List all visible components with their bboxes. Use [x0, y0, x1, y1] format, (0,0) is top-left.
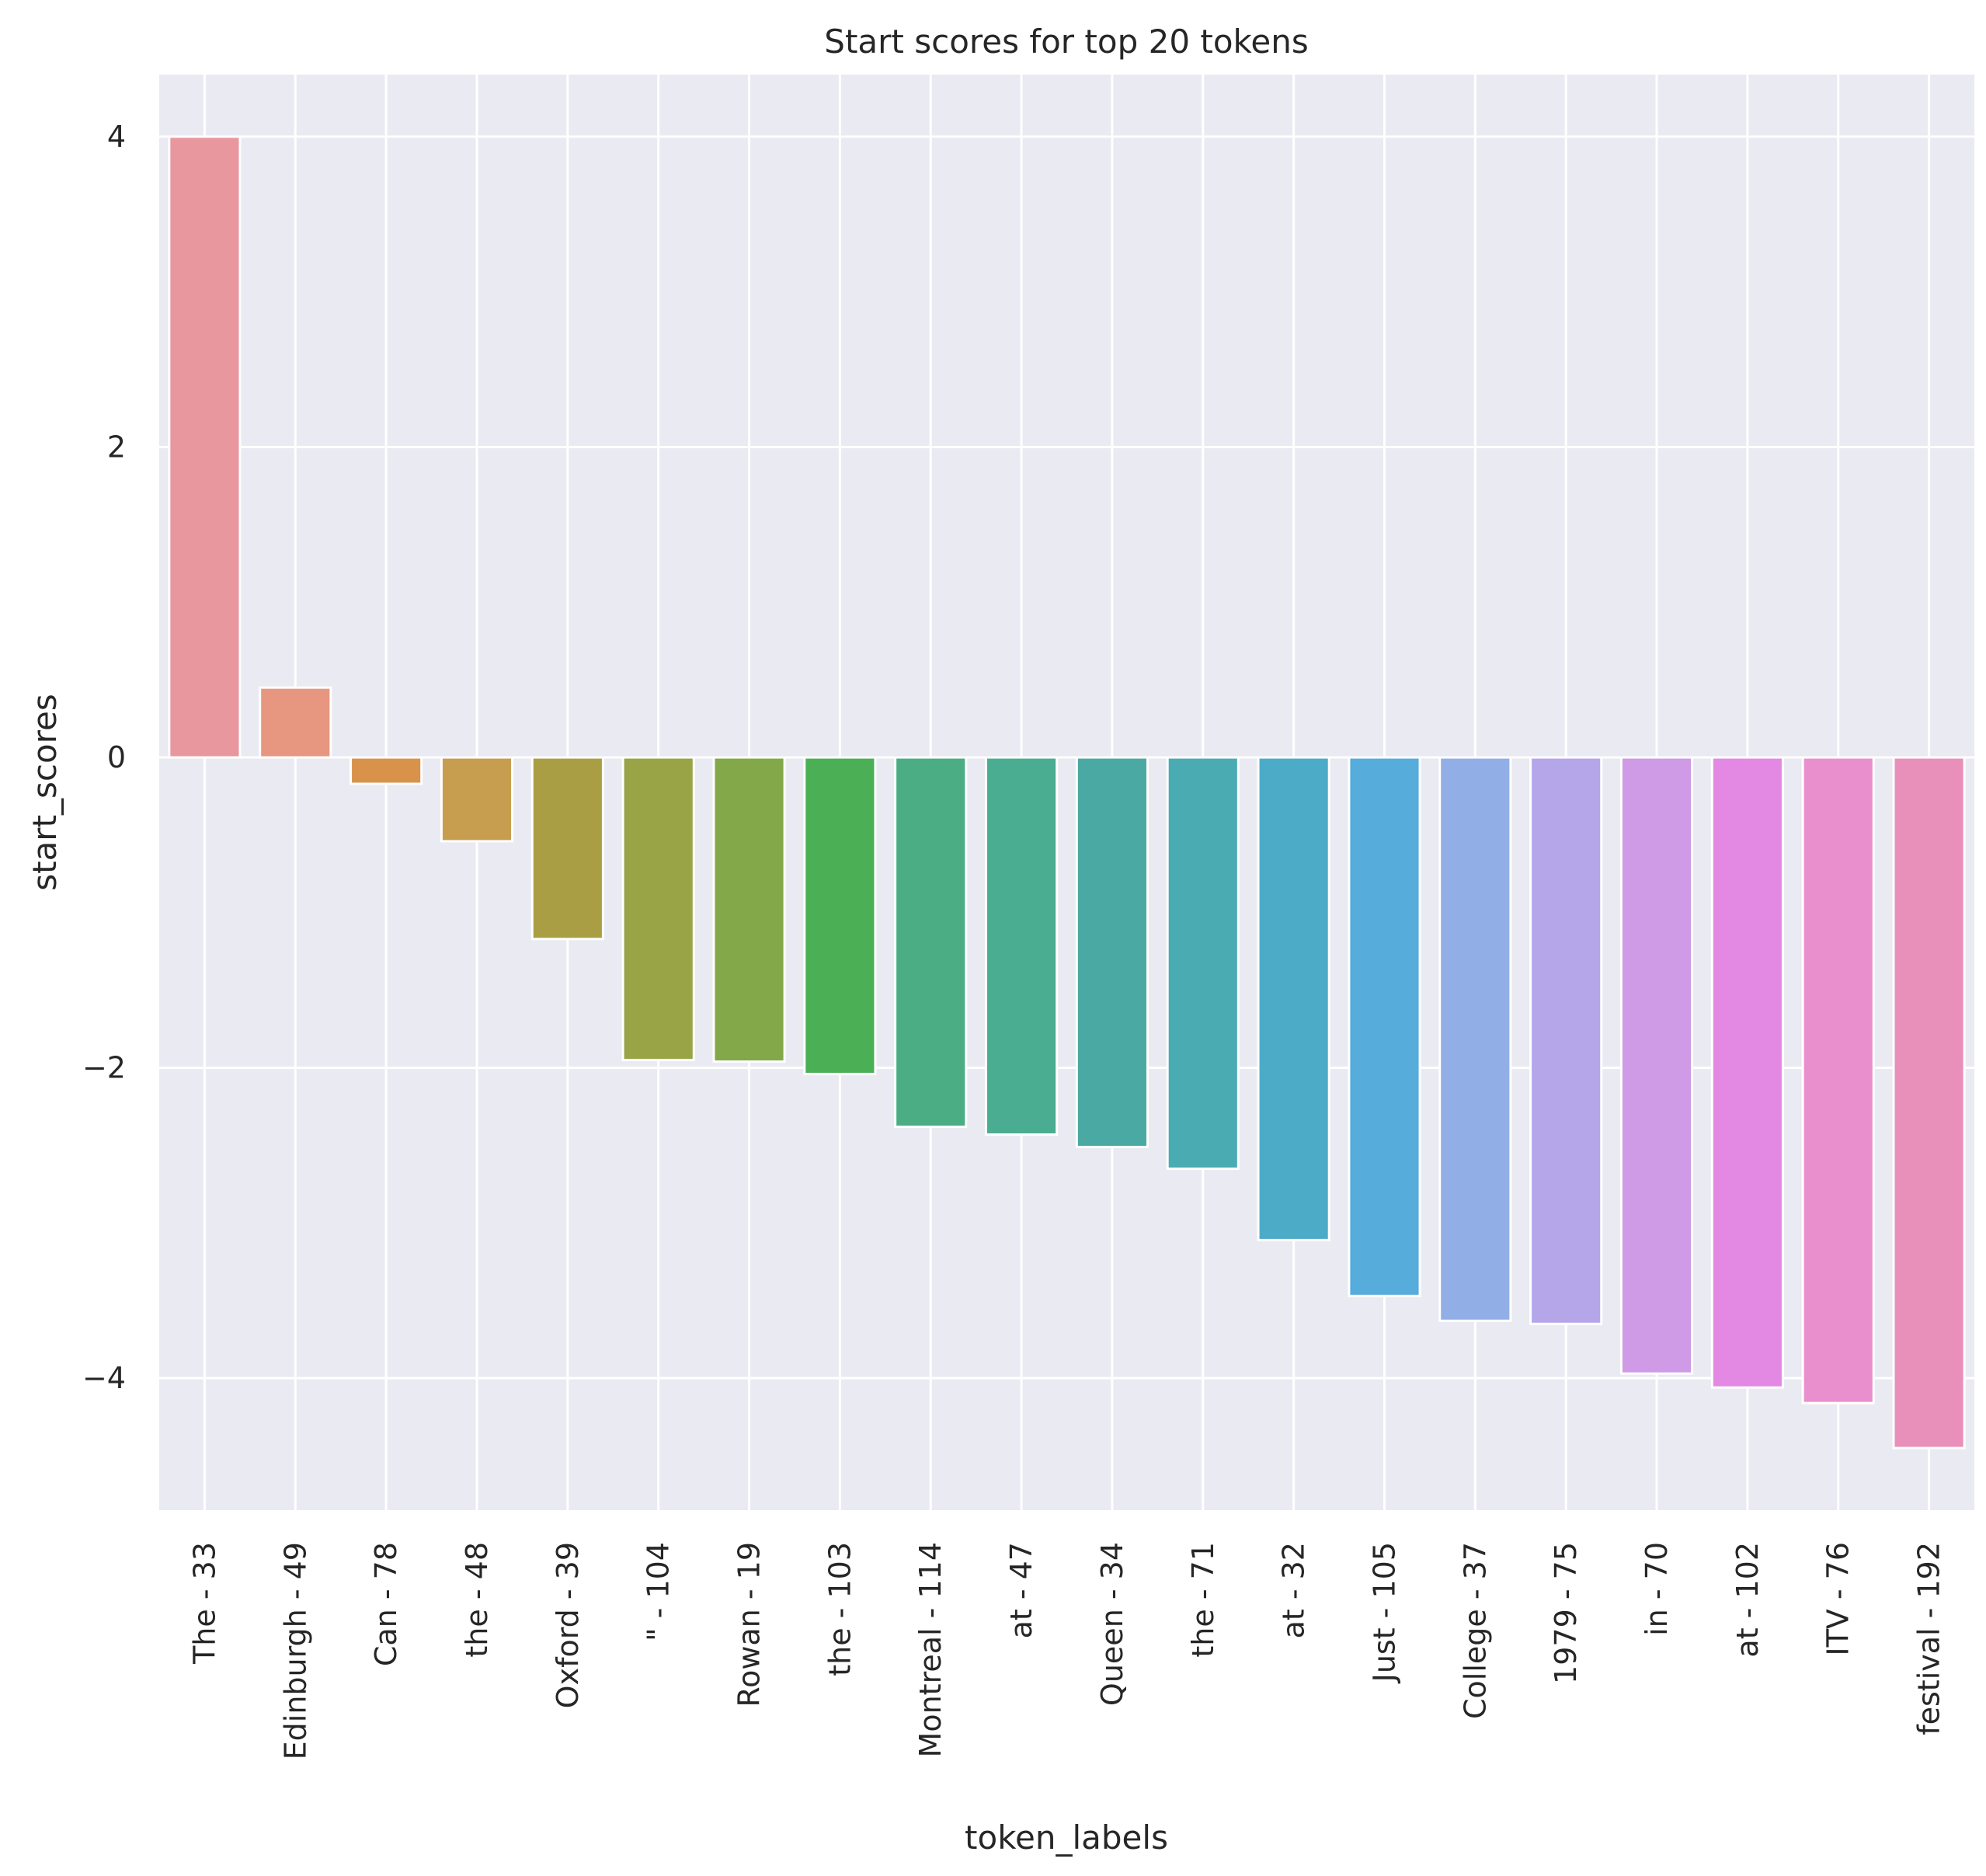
bar — [440, 756, 514, 843]
bar — [1619, 756, 1694, 1375]
bar — [803, 756, 877, 1076]
bars — [168, 135, 1966, 1450]
x-tick-label: " - 104 — [642, 1542, 676, 1641]
plot-area — [159, 75, 1974, 1510]
y-tick-labels: 4 2 0 −2 −4 — [82, 120, 126, 1395]
bar — [259, 686, 332, 759]
y-tick-label: −2 — [82, 1051, 126, 1085]
x-tick-label: at - 47 — [1004, 1542, 1038, 1638]
bar — [1075, 756, 1149, 1149]
y-tick-label: 4 — [107, 120, 126, 154]
x-tick-label: the - 48 — [460, 1542, 494, 1658]
x-tick-label: Edinburgh - 49 — [278, 1542, 312, 1759]
bar — [1710, 756, 1784, 1389]
bar — [1801, 756, 1875, 1404]
x-tick-label: in - 70 — [1640, 1542, 1674, 1636]
x-tick-label: ITV - 76 — [1821, 1542, 1856, 1656]
x-tick-label: the - 103 — [823, 1542, 857, 1676]
y-tick-label: −4 — [82, 1361, 126, 1395]
bar — [621, 756, 695, 1062]
x-tick-label: The - 33 — [187, 1542, 221, 1665]
y-tick-label: 0 — [107, 740, 126, 774]
x-tick-label: Queen - 34 — [1095, 1542, 1129, 1706]
bar — [530, 756, 604, 941]
chart-title: Start scores for top 20 tokens — [824, 23, 1308, 61]
bar — [712, 756, 786, 1063]
bar — [985, 756, 1059, 1136]
x-tick-label: Oxford - 39 — [551, 1542, 585, 1708]
x-tick-label: the - 71 — [1186, 1542, 1220, 1658]
bar — [1166, 756, 1240, 1170]
x-tick-label: Montreal - 114 — [913, 1542, 948, 1757]
bar — [1438, 756, 1512, 1322]
x-tick-label: Just - 105 — [1367, 1542, 1401, 1683]
bar — [350, 756, 423, 785]
x-tick-label: festival - 192 — [1912, 1542, 1946, 1735]
x-tick-labels: The - 33 Edinburgh - 49 Can - 78 the - 48 Ox… — [187, 1542, 1946, 1759]
bar — [1348, 756, 1421, 1297]
x-axis-label: token_labels — [965, 1819, 1168, 1857]
bar — [1892, 756, 1966, 1450]
x-tick-label: at - 32 — [1277, 1542, 1311, 1638]
bar — [168, 135, 242, 759]
x-tick-label: 1979 - 75 — [1549, 1542, 1583, 1684]
x-tick-label: College - 37 — [1458, 1542, 1492, 1719]
x-tick-label: Rowan - 19 — [732, 1542, 767, 1707]
x-tick-label: Can - 78 — [369, 1542, 403, 1666]
bar — [1529, 756, 1603, 1325]
y-axis-label: start_scores — [26, 694, 64, 891]
bar — [1257, 756, 1330, 1241]
y-tick-label: 2 — [107, 430, 126, 464]
x-tick-label: at - 102 — [1730, 1542, 1765, 1658]
bar — [894, 756, 968, 1129]
